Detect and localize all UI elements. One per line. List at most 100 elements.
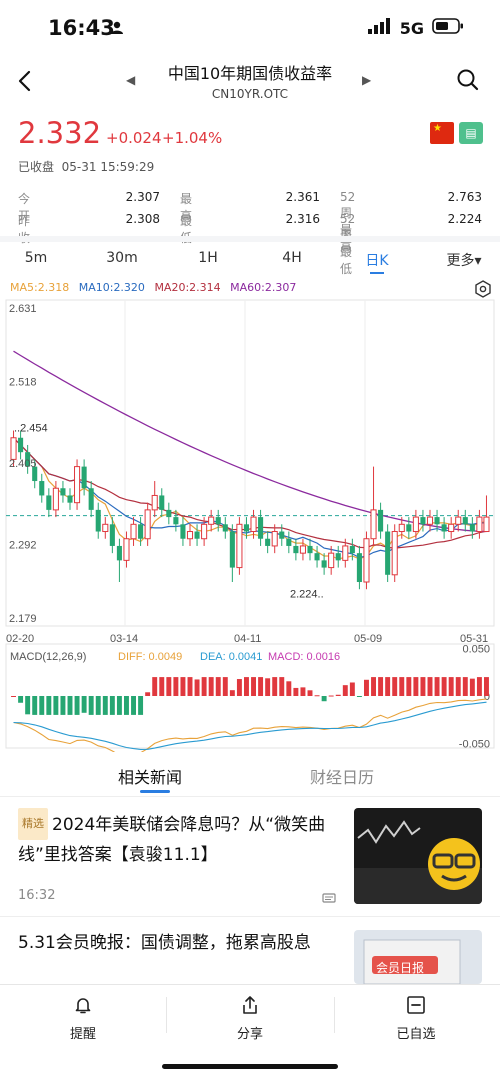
comment-icon[interactable] (322, 890, 336, 909)
tab-more[interactable]: 更多▾ (446, 253, 482, 269)
macd-bar (462, 677, 468, 696)
ma20-label: MA20:2.314 (154, 281, 221, 294)
tab-active-indicator (370, 272, 384, 274)
news-title[interactable]: 5.31会员晚报：国债调整，拖累高股息 (18, 933, 311, 953)
macd-bar (60, 696, 66, 715)
candle-body (483, 516, 490, 533)
candlestick-chart[interactable]: 2.631 2.518 2.405 2.292 2.179 02-20 03-14 04-1… (0, 296, 500, 752)
macd-bar (286, 681, 292, 696)
price-axis: 2.631 2.518 2.405 2.292 2.179 (9, 303, 37, 625)
candle-body (229, 531, 235, 568)
candles (10, 430, 490, 590)
candle-body (299, 545, 306, 554)
stat-label: 52周最低 (340, 212, 356, 276)
bell-icon (73, 998, 93, 1019)
featured-tag: 精选 (18, 808, 48, 840)
macd-dea-line (13, 701, 487, 750)
macd-bar (180, 677, 186, 696)
macd-bar (378, 677, 384, 696)
candle-body (116, 545, 122, 561)
candle-body (52, 487, 59, 511)
candle-body (363, 538, 370, 583)
macd-bar (328, 695, 334, 697)
macd-bar (455, 677, 461, 696)
candle-body (286, 538, 292, 546)
news-thumbnail[interactable] (354, 808, 482, 904)
china-flag-icon: ★ (430, 122, 454, 144)
macd-bar (95, 696, 101, 715)
candle-body (208, 516, 215, 525)
macd-bar (476, 677, 482, 696)
stat-value: 2.308 (125, 212, 160, 226)
stat-label: 52周最高 (340, 190, 356, 254)
candle-body (130, 523, 137, 540)
candle-body (406, 524, 412, 532)
search-icon[interactable] (456, 68, 480, 96)
stat-value: 2.316 (285, 212, 320, 226)
macd-bar (364, 679, 369, 696)
candle-body (279, 531, 285, 539)
tab-daily[interactable]: 日K (365, 253, 389, 269)
price-tick-label: 2.405 (9, 458, 37, 470)
tab-1h[interactable]: 1H (198, 250, 218, 266)
high-annotation: ..2.454 (14, 423, 48, 435)
news-item[interactable]: 精选 2024年美联储会降息吗？从“微笑曲线”里找答案【袁骏11.1】 16:32 (0, 806, 500, 916)
candle-body (88, 488, 94, 510)
tab-5m[interactable]: 5m (24, 250, 48, 266)
macd-bar (46, 696, 52, 715)
macd-dea-label: DEA: 0.0041 (200, 651, 262, 663)
macd-bar (392, 677, 398, 696)
macd-bar (427, 677, 433, 696)
candle-body (215, 517, 221, 525)
candle-body (448, 523, 455, 533)
alert-button[interactable]: 提醒 (23, 995, 143, 1042)
candle-body (81, 466, 87, 489)
candle-body (243, 524, 250, 532)
news-item[interactable]: 5.31会员晚报：国债调整，拖累高股息 会员日报 (0, 928, 500, 984)
macd-bar (399, 677, 405, 696)
date-axis: 02-20 03-14 04-11 05-09 05-31 (6, 633, 488, 645)
macd-bar (321, 696, 327, 702)
macd-tick-label: 0 (484, 691, 490, 703)
tab-4h[interactable]: 4H (282, 250, 302, 266)
prev-icon[interactable]: ◀ (126, 73, 136, 87)
candle-body (46, 495, 52, 510)
macd-bar (159, 677, 165, 696)
macd-bar (258, 677, 264, 696)
period-tabs: 5m 30m 1H 4H 日K 更多▾ (0, 248, 500, 276)
macd-bar (102, 696, 108, 715)
news-title[interactable]: 精选 2024年美联储会降息吗？从“微笑曲线”里找答案【袁骏11.1】 (18, 808, 336, 870)
news-tabs: 相关新闻 财经日历 (0, 760, 500, 793)
news-thumbnail[interactable]: 会员日报 (354, 930, 482, 984)
candle-body (151, 494, 158, 511)
next-icon[interactable]: ▶ (362, 73, 372, 87)
candle-body (420, 517, 426, 525)
macd-bar (469, 678, 475, 696)
macd-bar (314, 695, 320, 697)
tab-calendar[interactable]: 财经日历 (310, 768, 375, 787)
share-button[interactable]: 分享 (190, 995, 310, 1042)
bottom-bar: 提醒 分享 已自选 (0, 984, 500, 1070)
last-price: 2.332 (18, 116, 102, 150)
date-tick-label: 05-09 (354, 633, 382, 645)
candle-body (74, 466, 81, 504)
macd-diff-line (13, 698, 487, 752)
macd-bar (413, 677, 419, 696)
tab-related-news[interactable]: 相关新闻 (118, 768, 183, 787)
ticket-icon[interactable]: ▤ (459, 122, 483, 144)
macd-params-label: MACD(12,26,9) (10, 651, 86, 663)
chart-settings-icon[interactable] (474, 280, 492, 302)
macd-bar (307, 690, 313, 696)
macd-value-label: MACD: 0.0016 (268, 651, 340, 663)
macd-bar (420, 677, 426, 696)
back-icon[interactable] (16, 70, 34, 96)
stat-value: 2.763 (447, 190, 482, 204)
tab-30m[interactable]: 30m (106, 250, 138, 266)
candle-body (307, 545, 313, 554)
watchlist-button[interactable]: 已自选 (356, 995, 476, 1042)
price-change-pct: +1.04% (162, 129, 223, 147)
signal-icon (367, 18, 392, 38)
share-label: 分享 (236, 1027, 263, 1042)
macd-bar (18, 696, 24, 703)
candle-body (356, 553, 362, 583)
